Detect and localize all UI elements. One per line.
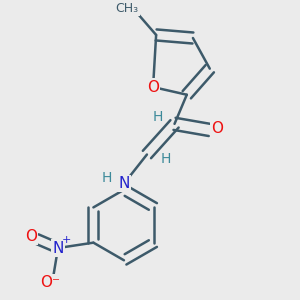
Text: N: N — [52, 241, 64, 256]
Text: O: O — [25, 229, 37, 244]
Text: H: H — [102, 170, 112, 184]
Text: O: O — [147, 80, 159, 94]
Text: N: N — [118, 176, 130, 191]
Text: H: H — [160, 152, 170, 166]
Text: +: + — [62, 236, 71, 245]
Text: O⁻: O⁻ — [40, 275, 60, 290]
Text: CH₃: CH₃ — [116, 2, 139, 15]
Text: H: H — [152, 110, 163, 124]
Text: O: O — [212, 121, 224, 136]
